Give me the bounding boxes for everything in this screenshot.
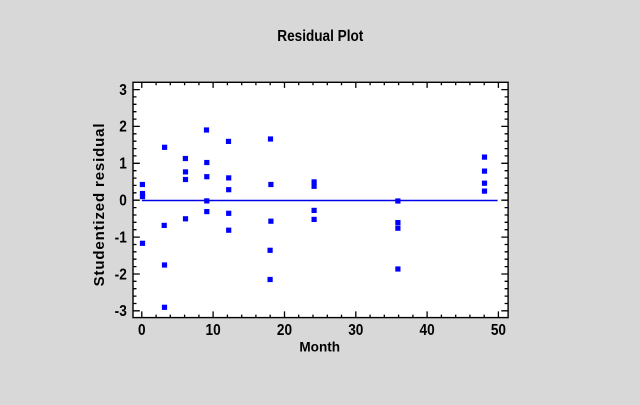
svg-text:50: 50 [491, 322, 506, 339]
svg-text:3: 3 [119, 82, 127, 99]
svg-text:0: 0 [119, 193, 127, 210]
svg-text:1: 1 [119, 156, 127, 173]
svg-text:-1: -1 [115, 230, 127, 247]
svg-text:40: 40 [420, 322, 435, 339]
svg-text:30: 30 [348, 322, 363, 339]
svg-text:Studentized residual: Studentized residual [91, 123, 108, 287]
svg-text:2: 2 [119, 119, 127, 136]
svg-text:Month: Month [299, 339, 340, 354]
svg-text:20: 20 [277, 322, 292, 339]
svg-text:10: 10 [206, 322, 221, 339]
svg-text:0: 0 [138, 322, 146, 339]
svg-text:-3: -3 [115, 303, 127, 320]
svg-text:-2: -2 [115, 267, 127, 284]
svg-text:Residual Plot: Residual Plot [277, 28, 363, 45]
